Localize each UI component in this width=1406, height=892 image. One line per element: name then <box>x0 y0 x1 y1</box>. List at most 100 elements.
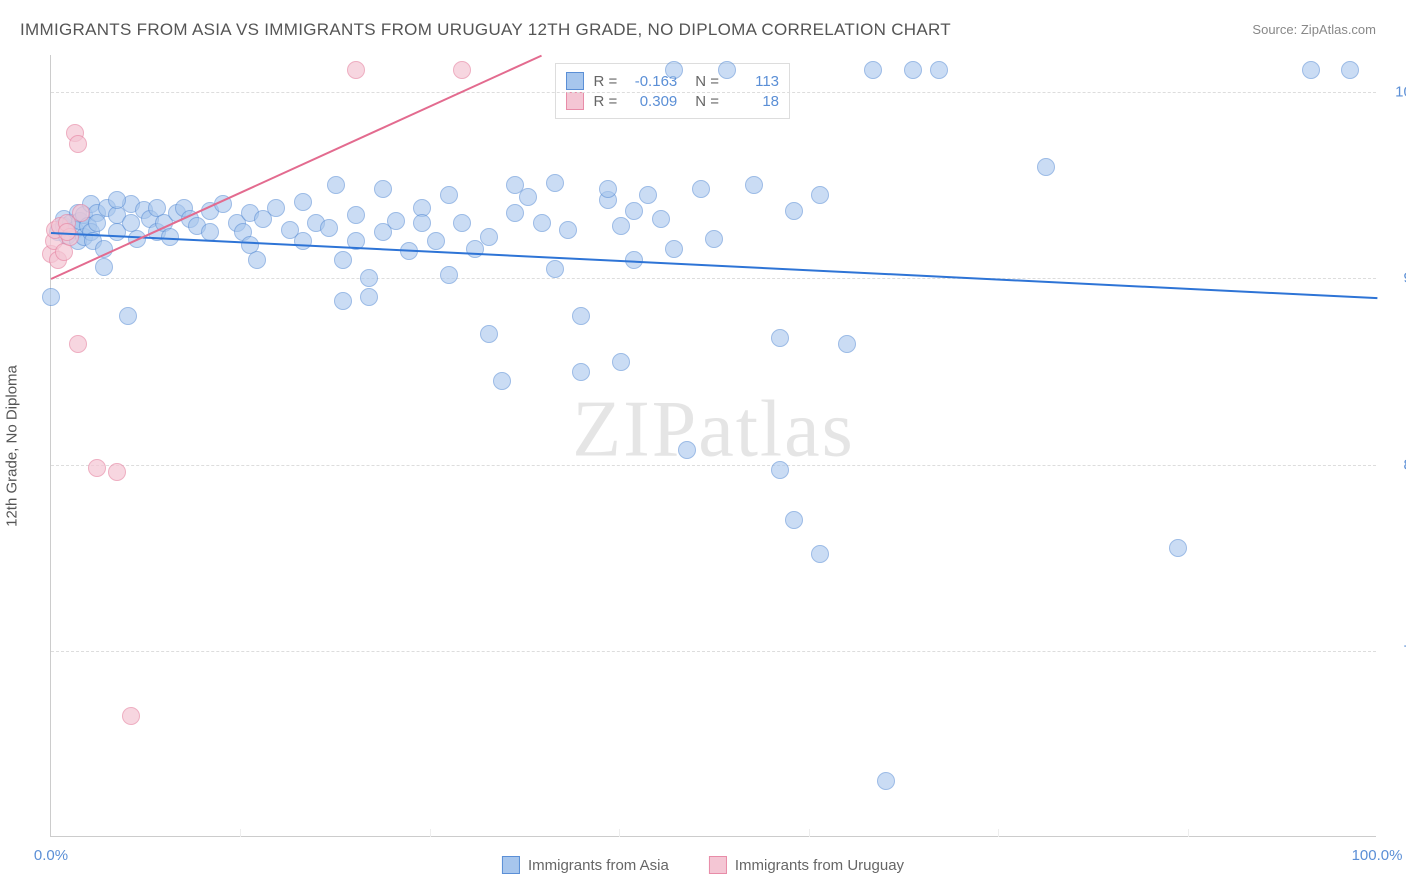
data-point <box>705 230 723 248</box>
data-point <box>122 707 140 725</box>
data-point <box>42 288 60 306</box>
legend-item: Immigrants from Asia <box>502 856 669 874</box>
data-point <box>877 772 895 790</box>
data-point <box>334 292 352 310</box>
x-tick-label: 0.0% <box>34 847 68 864</box>
scatter-chart: ZIPatlas R = -0.163N = 113R = 0.309N = 1… <box>50 55 1376 837</box>
data-point <box>678 441 696 459</box>
data-point <box>347 61 365 79</box>
data-point <box>480 228 498 246</box>
data-point <box>1341 61 1359 79</box>
data-point <box>267 199 285 217</box>
data-point <box>1302 61 1320 79</box>
data-point <box>88 459 106 477</box>
x-tick-mark <box>240 829 241 837</box>
data-point <box>811 545 829 563</box>
data-point <box>95 258 113 276</box>
data-point <box>811 186 829 204</box>
data-point <box>546 174 564 192</box>
data-point <box>493 372 511 390</box>
data-point <box>108 191 126 209</box>
data-point <box>572 307 590 325</box>
data-point <box>745 176 763 194</box>
data-point <box>360 288 378 306</box>
data-point <box>69 335 87 353</box>
data-point <box>1169 539 1187 557</box>
data-point <box>334 251 352 269</box>
data-point <box>599 180 617 198</box>
data-point <box>347 206 365 224</box>
data-point <box>718 61 736 79</box>
data-point <box>201 223 219 241</box>
legend-item: Immigrants from Uruguay <box>709 856 904 874</box>
data-point <box>440 266 458 284</box>
data-point <box>785 511 803 529</box>
data-point <box>665 240 683 258</box>
data-point <box>108 463 126 481</box>
data-point <box>294 232 312 250</box>
data-point <box>360 269 378 287</box>
data-point <box>374 180 392 198</box>
x-tick-mark <box>619 829 620 837</box>
data-point <box>327 176 345 194</box>
data-point <box>519 188 537 206</box>
x-tick-mark <box>998 829 999 837</box>
data-point <box>533 214 551 232</box>
data-point <box>453 61 471 79</box>
data-point <box>665 61 683 79</box>
y-tick-label: 90.0% <box>1386 270 1406 287</box>
data-point <box>771 461 789 479</box>
data-point <box>864 61 882 79</box>
gridline-h <box>51 465 1376 466</box>
data-point <box>413 214 431 232</box>
gridline-h <box>51 651 1376 652</box>
data-point <box>785 202 803 220</box>
data-point <box>69 135 87 153</box>
data-point <box>625 202 643 220</box>
swatch-icon <box>566 92 584 110</box>
data-point <box>930 61 948 79</box>
data-point <box>692 180 710 198</box>
data-point <box>506 204 524 222</box>
legend-row: R = 0.309N = 18 <box>566 92 780 110</box>
data-point <box>771 329 789 347</box>
data-point <box>440 186 458 204</box>
y-tick-label: 70.0% <box>1386 642 1406 659</box>
data-point <box>559 221 577 239</box>
data-point <box>652 210 670 228</box>
data-point <box>639 186 657 204</box>
x-tick-mark <box>809 829 810 837</box>
data-point <box>248 251 266 269</box>
data-point <box>572 363 590 381</box>
data-point <box>612 353 630 371</box>
gridline-h <box>51 92 1376 93</box>
y-tick-label: 80.0% <box>1386 456 1406 473</box>
data-point <box>387 212 405 230</box>
data-point <box>612 217 630 235</box>
swatch-icon <box>502 856 520 874</box>
series-legend: Immigrants from Asia Immigrants from Urug… <box>502 856 904 874</box>
x-tick-label: 100.0% <box>1352 847 1403 864</box>
data-point <box>1037 158 1055 176</box>
chart-title: IMMIGRANTS FROM ASIA VS IMMIGRANTS FROM … <box>20 20 951 40</box>
watermark-text: ZIPatlas <box>572 384 855 475</box>
x-tick-mark <box>430 829 431 837</box>
gridline-h <box>51 278 1376 279</box>
swatch-icon <box>709 856 727 874</box>
data-point <box>904 61 922 79</box>
data-point <box>320 219 338 237</box>
data-point <box>838 335 856 353</box>
y-tick-label: 100.0% <box>1386 84 1406 101</box>
data-point <box>453 214 471 232</box>
data-point <box>119 307 137 325</box>
data-point <box>72 204 90 222</box>
source-attribution: Source: ZipAtlas.com <box>1252 22 1376 37</box>
data-point <box>546 260 564 278</box>
swatch-icon <box>566 72 584 90</box>
source-link[interactable]: ZipAtlas.com <box>1301 22 1376 37</box>
data-point <box>294 193 312 211</box>
x-tick-mark <box>1188 829 1189 837</box>
data-point <box>427 232 445 250</box>
data-point <box>480 325 498 343</box>
y-axis-label: 12th Grade, No Diploma <box>4 365 21 527</box>
